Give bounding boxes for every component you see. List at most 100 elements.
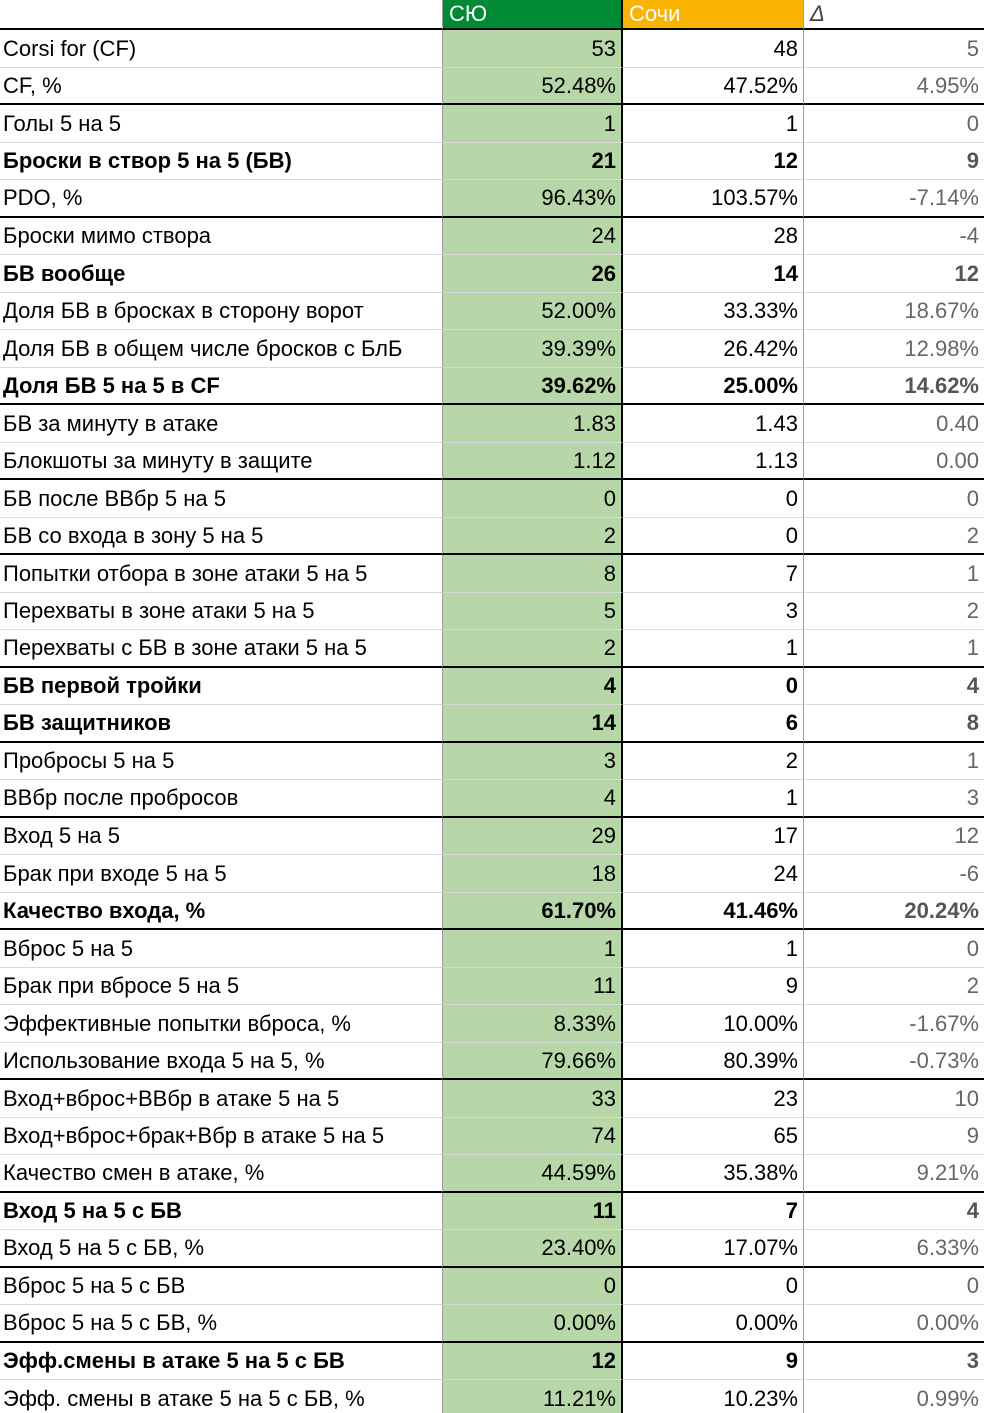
delta-value-cell[interactable]: 0: [804, 105, 984, 143]
team1-value-cell[interactable]: 96.43%: [443, 180, 623, 218]
delta-value-cell[interactable]: 0: [804, 1268, 984, 1305]
delta-value-cell[interactable]: -6: [804, 855, 984, 893]
team1-value-cell[interactable]: 5: [443, 593, 623, 630]
delta-value-cell[interactable]: 12.98%: [804, 330, 984, 368]
team1-value-cell[interactable]: 1: [443, 105, 623, 143]
team2-value-cell[interactable]: 65: [623, 1118, 804, 1155]
team1-value-cell[interactable]: 3: [443, 743, 623, 780]
team2-value-cell[interactable]: 47.52%: [623, 68, 804, 105]
team1-value-cell[interactable]: 61.70%: [443, 893, 623, 930]
label-cell[interactable]: Попытки отбора в зоне атаки 5 на 5: [0, 555, 443, 593]
team1-value-cell[interactable]: 4: [443, 668, 623, 705]
label-cell[interactable]: БВ со входа в зону 5 на 5: [0, 518, 443, 555]
team2-value-cell[interactable]: 1: [623, 780, 804, 818]
label-cell[interactable]: Вход+вброс+брак+Вбр в атаке 5 на 5: [0, 1118, 443, 1155]
team1-value-cell[interactable]: 11: [443, 1193, 623, 1230]
team1-value-cell[interactable]: 29: [443, 818, 623, 855]
team2-value-cell[interactable]: 14: [623, 255, 804, 293]
label-cell[interactable]: Броски в створ 5 на 5 (БВ): [0, 143, 443, 180]
header-team2-cell[interactable]: Сочи: [623, 0, 804, 30]
delta-value-cell[interactable]: 6.33%: [804, 1230, 984, 1268]
team2-value-cell[interactable]: 24: [623, 855, 804, 893]
delta-value-cell[interactable]: 5: [804, 30, 984, 68]
delta-value-cell[interactable]: 9.21%: [804, 1155, 984, 1193]
label-cell[interactable]: Эфф. смены в атаке 5 на 5 с БВ, %: [0, 1380, 443, 1413]
label-cell[interactable]: Доля БВ 5 на 5 в CF: [0, 368, 443, 405]
team1-value-cell[interactable]: 24: [443, 218, 623, 255]
team2-value-cell[interactable]: 48: [623, 30, 804, 68]
team1-value-cell[interactable]: 4: [443, 780, 623, 818]
delta-value-cell[interactable]: 0.40: [804, 405, 984, 443]
team1-value-cell[interactable]: 2: [443, 630, 623, 668]
delta-value-cell[interactable]: 2: [804, 593, 984, 630]
label-cell[interactable]: Перехваты в зоне атаки 5 на 5: [0, 593, 443, 630]
delta-value-cell[interactable]: 0.00: [804, 443, 984, 480]
label-cell[interactable]: Броски мимо створа: [0, 218, 443, 255]
delta-value-cell[interactable]: 2: [804, 518, 984, 555]
team2-value-cell[interactable]: 33.33%: [623, 293, 804, 330]
team2-value-cell[interactable]: 17.07%: [623, 1230, 804, 1268]
team2-value-cell[interactable]: 3: [623, 593, 804, 630]
team2-value-cell[interactable]: 2: [623, 743, 804, 780]
delta-value-cell[interactable]: 20.24%: [804, 893, 984, 930]
team2-value-cell[interactable]: 7: [623, 1193, 804, 1230]
team1-value-cell[interactable]: 79.66%: [443, 1043, 623, 1080]
team2-value-cell[interactable]: 10.00%: [623, 1005, 804, 1043]
label-cell[interactable]: БВ за минуту в атаке: [0, 405, 443, 443]
delta-value-cell[interactable]: 3: [804, 780, 984, 818]
label-cell[interactable]: БВ вообще: [0, 255, 443, 293]
team1-value-cell[interactable]: 12: [443, 1343, 623, 1380]
delta-value-cell[interactable]: 10: [804, 1080, 984, 1118]
delta-value-cell[interactable]: -0.73%: [804, 1043, 984, 1080]
label-cell[interactable]: Брак при вбросе 5 на 5: [0, 968, 443, 1005]
team2-value-cell[interactable]: 0.00%: [623, 1305, 804, 1343]
team2-value-cell[interactable]: 0: [623, 518, 804, 555]
delta-value-cell[interactable]: -4: [804, 218, 984, 255]
team1-value-cell[interactable]: 53: [443, 30, 623, 68]
delta-value-cell[interactable]: 1: [804, 630, 984, 668]
delta-value-cell[interactable]: 18.67%: [804, 293, 984, 330]
team1-value-cell[interactable]: 74: [443, 1118, 623, 1155]
label-cell[interactable]: ВВбр после пробросов: [0, 780, 443, 818]
team2-value-cell[interactable]: 0: [623, 668, 804, 705]
team1-value-cell[interactable]: 8.33%: [443, 1005, 623, 1043]
team1-value-cell[interactable]: 39.39%: [443, 330, 623, 368]
label-cell[interactable]: Качество смен в атаке, %: [0, 1155, 443, 1193]
team1-value-cell[interactable]: 23.40%: [443, 1230, 623, 1268]
team1-value-cell[interactable]: 1: [443, 930, 623, 968]
team1-value-cell[interactable]: 0.00%: [443, 1305, 623, 1343]
delta-value-cell[interactable]: 9: [804, 143, 984, 180]
team1-value-cell[interactable]: 52.00%: [443, 293, 623, 330]
delta-value-cell[interactable]: 0: [804, 930, 984, 968]
team1-value-cell[interactable]: 0: [443, 1268, 623, 1305]
label-cell[interactable]: Вход 5 на 5 с БВ, %: [0, 1230, 443, 1268]
delta-value-cell[interactable]: 0.99%: [804, 1380, 984, 1413]
delta-value-cell[interactable]: -7.14%: [804, 180, 984, 218]
header-team1-cell[interactable]: СЮ: [443, 0, 623, 30]
team2-value-cell[interactable]: 9: [623, 968, 804, 1005]
header-blank-cell[interactable]: [0, 0, 443, 30]
label-cell[interactable]: Эффективные попытки вброса, %: [0, 1005, 443, 1043]
team2-value-cell[interactable]: 35.38%: [623, 1155, 804, 1193]
delta-value-cell[interactable]: -1.67%: [804, 1005, 984, 1043]
label-cell[interactable]: Вброс 5 на 5: [0, 930, 443, 968]
team2-value-cell[interactable]: 1.43: [623, 405, 804, 443]
team2-value-cell[interactable]: 1.13: [623, 443, 804, 480]
label-cell[interactable]: Голы 5 на 5: [0, 105, 443, 143]
delta-value-cell[interactable]: 8: [804, 705, 984, 743]
label-cell[interactable]: Вход 5 на 5: [0, 818, 443, 855]
team2-value-cell[interactable]: 103.57%: [623, 180, 804, 218]
delta-value-cell[interactable]: 4: [804, 1193, 984, 1230]
team1-value-cell[interactable]: 21: [443, 143, 623, 180]
delta-value-cell[interactable]: 4: [804, 668, 984, 705]
label-cell[interactable]: Брак при входе 5 на 5: [0, 855, 443, 893]
header-delta-cell[interactable]: Δ: [804, 0, 984, 30]
label-cell[interactable]: Пробросы 5 на 5: [0, 743, 443, 780]
label-cell[interactable]: БВ первой тройки: [0, 668, 443, 705]
delta-value-cell[interactable]: 2: [804, 968, 984, 1005]
delta-value-cell[interactable]: 9: [804, 1118, 984, 1155]
team1-value-cell[interactable]: 14: [443, 705, 623, 743]
team2-value-cell[interactable]: 0: [623, 480, 804, 518]
team2-value-cell[interactable]: 1: [623, 930, 804, 968]
delta-value-cell[interactable]: 12: [804, 255, 984, 293]
